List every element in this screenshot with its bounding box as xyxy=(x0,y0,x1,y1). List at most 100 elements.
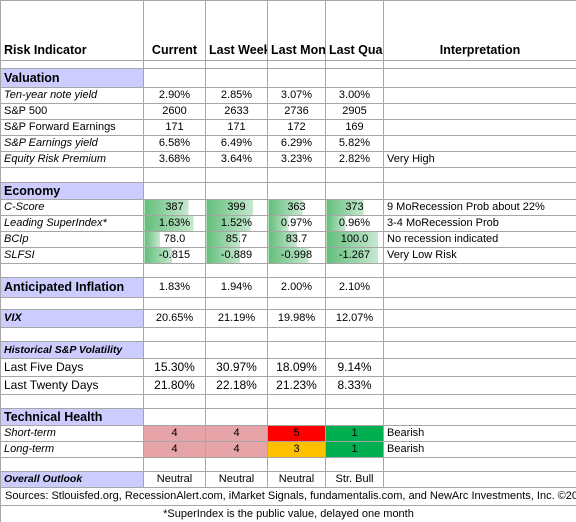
interpretation xyxy=(383,376,576,395)
row: S&P Forward Earnings 171 171 172 169 xyxy=(0,119,576,136)
empty-cell xyxy=(0,297,144,310)
value-cell: 6.29% xyxy=(267,135,326,152)
row: Equity Risk Premium 3.68% 3.64% 3.23% 2.82% V… xyxy=(0,151,576,168)
value-cell: 4 xyxy=(143,441,206,458)
value-cell: 3.64% xyxy=(205,151,268,168)
value-cell: 2736 xyxy=(267,103,326,120)
empty-cell xyxy=(205,327,268,342)
value-cell: 15.30% xyxy=(143,358,206,377)
empty-cell xyxy=(267,167,326,183)
value-cell: 5.82% xyxy=(325,135,384,152)
row: VIX 20.65% 21.19% 19.98% 12.07% xyxy=(0,309,576,328)
value-cell: 2.85% xyxy=(205,87,268,104)
empty-cell xyxy=(325,68,384,88)
empty-cell xyxy=(383,327,576,342)
empty-cell xyxy=(267,60,326,69)
empty-cell xyxy=(383,457,576,472)
indicator-label: Long-term xyxy=(0,441,144,458)
indicator-label: C-Score xyxy=(0,199,144,216)
row: C-Score 387 399 363 373 9 MoRecession Prob ab… xyxy=(0,199,576,216)
interpretation: Very High xyxy=(383,151,576,168)
header-cell: Interpretation xyxy=(383,0,576,61)
empty-cell xyxy=(383,341,576,359)
interpretation xyxy=(383,358,576,377)
value-cell: 2.00% xyxy=(267,277,326,298)
empty-cell xyxy=(143,341,206,359)
header-text: Risk Indicator xyxy=(4,43,87,57)
row xyxy=(0,327,576,342)
value-cell: 19.98% xyxy=(267,309,326,328)
value-cell: 2600 xyxy=(143,103,206,120)
row xyxy=(0,394,576,409)
empty-cell xyxy=(205,60,268,69)
value-cell: 4 xyxy=(205,441,268,458)
empty-cell xyxy=(267,341,326,359)
row: S&P 500 2600 2633 2736 2905 xyxy=(0,103,576,120)
value-cell: 387 xyxy=(143,199,206,216)
value-cell: 21.80% xyxy=(143,376,206,395)
value-cell: 3.00% xyxy=(325,87,384,104)
value-cell: -0.998 xyxy=(267,247,326,264)
value-cell: 1 xyxy=(325,425,384,442)
empty-cell xyxy=(383,263,576,278)
header-cell: Last Quarter xyxy=(325,0,384,61)
row: Economy xyxy=(0,182,576,200)
empty-cell xyxy=(205,167,268,183)
value-cell: 169 xyxy=(325,119,384,136)
value-cell: 172 xyxy=(267,119,326,136)
empty-cell xyxy=(143,68,206,88)
value-cell: 21.19% xyxy=(205,309,268,328)
row: Sources: Stlouisfed.org, RecessionAlert.… xyxy=(0,487,576,506)
value-cell: 2.10% xyxy=(325,277,384,298)
value-cell: 30.97% xyxy=(205,358,268,377)
row: Ten-year note yield 2.90% 2.85% 3.07% 3.00% xyxy=(0,87,576,104)
empty-cell xyxy=(325,60,384,69)
value-cell xyxy=(383,471,576,488)
empty-cell xyxy=(267,327,326,342)
indicator-label: Ten-year note yield xyxy=(0,87,144,104)
interpretation: Bearish xyxy=(383,441,576,458)
header-text: Interpretation xyxy=(439,43,521,57)
value-cell: 2.82% xyxy=(325,151,384,168)
indicator-label: Short-term xyxy=(0,425,144,442)
value-cell: 4 xyxy=(205,425,268,442)
interpretation: No recession indicated xyxy=(383,231,576,248)
section-title: Technical Health xyxy=(0,408,144,426)
indicator-label: S&P Earnings yield xyxy=(0,135,144,152)
section-title: Anticipated Inflation xyxy=(0,277,144,298)
empty-cell xyxy=(325,341,384,359)
row xyxy=(0,457,576,472)
row: S&P Earnings yield 6.58% 6.49% 6.29% 5.82% xyxy=(0,135,576,152)
empty-cell xyxy=(383,297,576,310)
header-text: Last Quarter xyxy=(329,43,383,57)
interpretation: 9 MoRecession Prob about 22% xyxy=(383,199,576,216)
empty-cell xyxy=(325,182,384,200)
value-cell: 22.18% xyxy=(205,376,268,395)
row: Historical S&P Volatility xyxy=(0,341,576,359)
value-cell xyxy=(383,277,576,298)
row: Anticipated Inflation 1.83% 1.94% 2.00% 2.10… xyxy=(0,277,576,298)
indicator-label: SLFSI xyxy=(0,247,144,264)
empty-cell xyxy=(267,394,326,409)
empty-cell xyxy=(205,297,268,310)
header-cell: Last Month xyxy=(267,0,326,61)
empty-cell xyxy=(143,408,206,426)
header-cell: Risk Indicator xyxy=(0,0,144,61)
footnote: *SuperIndex is the public value, delayed… xyxy=(0,505,576,522)
empty-cell xyxy=(325,327,384,342)
section-title: Valuation xyxy=(0,68,144,88)
value-cell: -1.267 xyxy=(325,247,384,264)
empty-cell xyxy=(267,297,326,310)
interpretation xyxy=(383,103,576,120)
indicator-label: BCIp xyxy=(0,231,144,248)
value-cell: 0.96% xyxy=(325,215,384,232)
empty-cell xyxy=(205,408,268,426)
empty-cell xyxy=(205,68,268,88)
indicator-label: Leading SuperIndex* xyxy=(0,215,144,232)
empty-cell xyxy=(205,263,268,278)
section-title: Historical S&P Volatility xyxy=(0,341,144,359)
empty-cell xyxy=(267,457,326,472)
empty-cell xyxy=(143,297,206,310)
